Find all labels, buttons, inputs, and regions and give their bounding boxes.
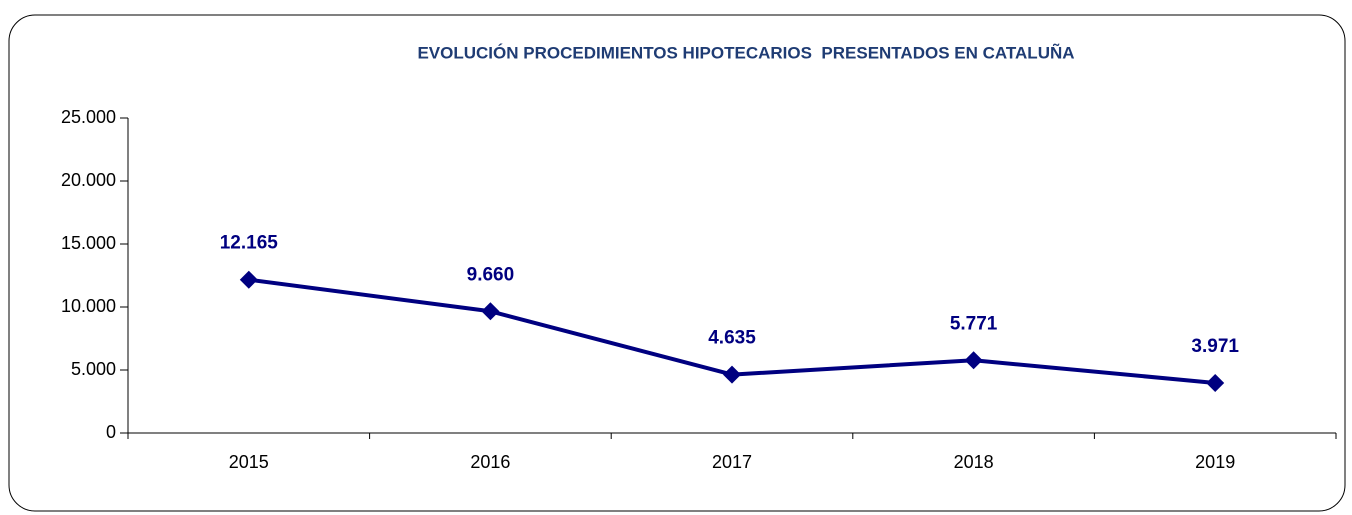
marker bbox=[1206, 373, 1225, 392]
data-label: 3.971 bbox=[1191, 336, 1239, 357]
data-label: 5.771 bbox=[950, 313, 998, 334]
x-tick-label: 2017 bbox=[712, 452, 752, 472]
x-tick-label: 2019 bbox=[1195, 452, 1235, 472]
x-tick-label: 2016 bbox=[470, 452, 510, 472]
data-label: 9.660 bbox=[467, 264, 515, 285]
marker bbox=[723, 365, 741, 384]
x-tick-label: 2018 bbox=[954, 452, 994, 472]
chart-frame bbox=[8, 14, 1346, 512]
y-tick-label: 25.000 bbox=[61, 107, 116, 127]
marker bbox=[239, 270, 258, 289]
chart-title: EVOLUCIÓN PROCEDIMIENTOS HIPOTECARIOS PR… bbox=[417, 42, 1074, 62]
y-tick-label: 10.000 bbox=[61, 296, 116, 316]
marker bbox=[481, 302, 500, 321]
marker bbox=[964, 351, 983, 370]
y-tick-label: 0 bbox=[106, 422, 116, 442]
y-tick-label: 5.000 bbox=[71, 359, 116, 379]
data-label: 4.635 bbox=[708, 328, 756, 349]
y-tick-label: 15.000 bbox=[61, 233, 116, 253]
y-tick-label: 20.000 bbox=[61, 170, 116, 190]
data-label: 12.165 bbox=[220, 233, 279, 254]
x-tick-label: 2015 bbox=[229, 452, 269, 472]
